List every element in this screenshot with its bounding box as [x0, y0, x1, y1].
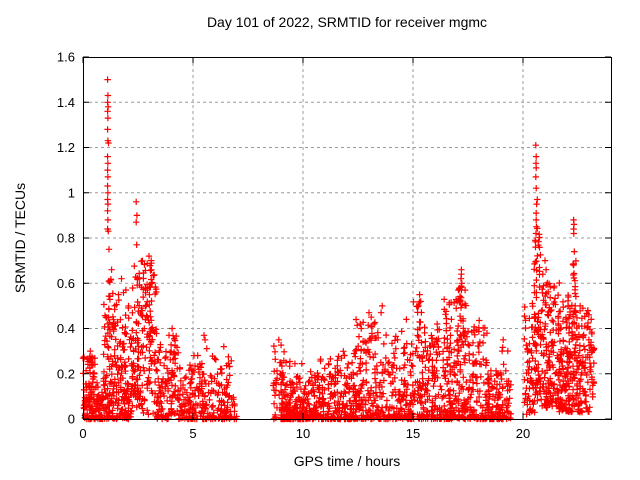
y-tick-label: 1.4 [57, 95, 75, 110]
chart-title: Day 101 of 2022, SRMTID for receiver mgm… [206, 14, 488, 30]
x-tick-label: 5 [189, 426, 196, 441]
y-tick-label: 0.4 [57, 321, 75, 336]
y-tick-label: 0 [68, 412, 75, 427]
plot-border [83, 57, 612, 420]
x-tick-label: 20 [516, 426, 530, 441]
grid-lines [83, 57, 611, 419]
y-tick-label: 1.6 [57, 50, 75, 65]
x-tick-label: 15 [406, 426, 420, 441]
y-tick-label: 0.8 [57, 231, 75, 246]
data-points-plus [79, 76, 598, 423]
data-points-squares [344, 414, 465, 420]
y-tick-label: 1.2 [57, 140, 75, 155]
y-tick-label: 0.2 [57, 366, 75, 381]
y-tick-label: 1 [68, 185, 75, 200]
x-tick-label: 10 [296, 426, 310, 441]
x-axis-label: GPS time / hours [293, 453, 401, 469]
y-tick-label: 0.6 [57, 276, 75, 291]
x-tick-label: 0 [79, 426, 86, 441]
